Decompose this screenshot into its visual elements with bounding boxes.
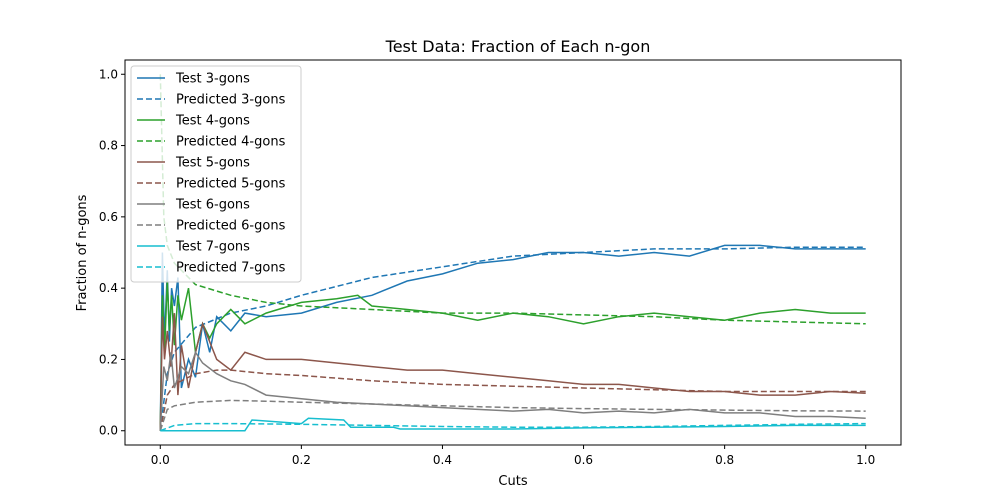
legend-label: Predicted 4-gons [176, 135, 286, 150]
chart-title: Test Data: Fraction of Each n-gon [385, 37, 651, 56]
x-tick-label: 0.8 [715, 453, 734, 467]
series-line-7 [159, 350, 866, 431]
y-tick-label: 0.0 [99, 424, 118, 438]
legend-label: Predicted 7-gons [176, 261, 286, 276]
x-tick-label: 1.0 [856, 453, 875, 467]
y-axis: 0.0 0.2 0.4 0.6 0.8 1.0 [99, 67, 125, 438]
series-line-9 [160, 417, 866, 432]
x-tick-label: 0.0 [151, 453, 170, 467]
y-tick-label: 0.4 [99, 281, 118, 295]
series-line-2 [159, 246, 866, 431]
legend-label: Test 5-gons [175, 156, 250, 171]
plot-frame [124, 59, 902, 446]
legend-label: Test 6-gons [175, 198, 250, 213]
series-line-1 [159, 244, 866, 431]
legend-label: Test 4-gons [175, 114, 250, 129]
y-axis-label: Fraction of n-gons [75, 194, 90, 311]
y-tick-label: 0.6 [99, 210, 118, 224]
legend-label: Predicted 5-gons [176, 177, 286, 192]
legend-label: Predicted 3-gons [176, 93, 286, 108]
y-tick-label: 0.8 [99, 139, 118, 153]
x-tick-label: 0.4 [433, 453, 452, 467]
x-tick-label: 0.6 [574, 453, 593, 467]
legend-box [130, 65, 302, 283]
x-tick-label: 0.2 [292, 453, 311, 467]
series-line-8 [159, 399, 866, 431]
series-line-10 [160, 422, 866, 432]
y-tick-label: 1.0 [99, 67, 118, 81]
legend-label: Predicted 6-gons [176, 219, 286, 234]
x-axis-label: Cuts [498, 474, 527, 489]
legend-label: Test 3-gons [175, 72, 250, 87]
legend-label: Test 7-gons [175, 240, 250, 255]
y-tick-label: 0.2 [99, 352, 118, 366]
x-axis: 0.0 0.2 0.4 0.6 0.8 1.0 [151, 445, 875, 467]
series-line-6 [159, 369, 866, 431]
legend: Test 3-gons Predicted 3-gons Test 4-gons Pr… [130, 65, 302, 283]
